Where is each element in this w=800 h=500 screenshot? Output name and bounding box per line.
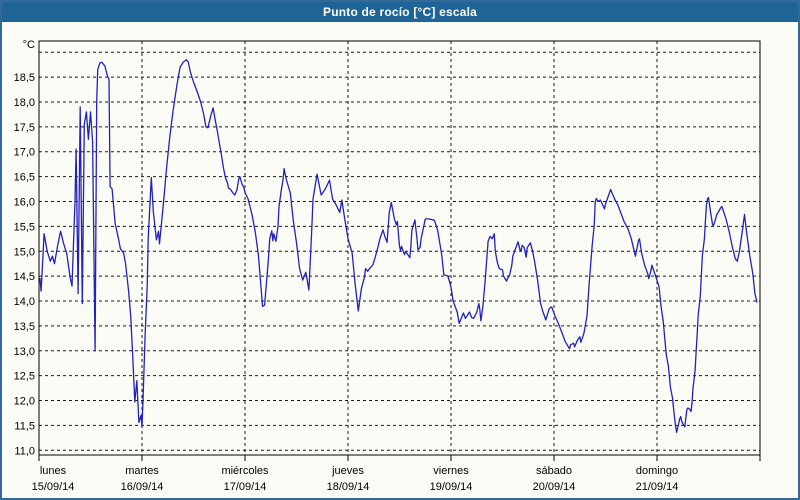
day-date-label: 19/09/14: [430, 481, 473, 493]
plot-frame: [38, 40, 761, 456]
day-date-label: 20/09/14: [533, 481, 576, 493]
day-name-label: viernes: [433, 465, 469, 477]
x-axis-ticks: [38, 455, 761, 461]
chart-title: Punto de rocío [°C] escala: [322, 5, 478, 19]
y-axis-unit-label: °C: [23, 39, 35, 51]
y-tick-label: 11,0: [14, 445, 35, 457]
y-tick-label: 13,5: [14, 321, 35, 333]
day-name-label: miércoles: [221, 465, 269, 477]
y-tick-label: 12,0: [14, 396, 35, 408]
day-name-label: domingo: [636, 465, 678, 477]
day-name-label: martes: [125, 465, 159, 477]
x-day-labels: lunes 15/09/14 martes 16/09/14 miércoles 17/0…: [32, 465, 679, 493]
y-tick-label: 11,5: [14, 420, 35, 432]
y-tick-label: 12,5: [14, 371, 35, 383]
day-date-label: 15/09/14: [32, 481, 75, 493]
y-tick-label: 18,5: [14, 72, 35, 84]
day-name-label: sábado: [536, 465, 572, 477]
y-tick-label: 17,5: [14, 122, 35, 134]
y-tick-label: 14,0: [14, 296, 35, 308]
y-tick-label: 17,0: [14, 147, 35, 159]
y-tick-label: 14,5: [14, 271, 35, 283]
day-name-label: jueves: [331, 465, 364, 477]
day-name-label: lunes: [40, 465, 67, 477]
day-date-label: 16/09/14: [121, 481, 164, 493]
y-tick-label: 18,0: [14, 97, 35, 109]
x-gridlines: [141, 41, 658, 455]
title-bar: Punto de rocío [°C] escala: [2, 2, 798, 22]
y-tick-label: 13,0: [14, 346, 35, 358]
y-tick-labels: 11,0 11,5 12,0 12,5 13,0 13,5 14,0 14,5 15,0 15,5…: [14, 39, 35, 457]
y-gridlines: [39, 51, 760, 451]
day-date-label: 18/09/14: [327, 481, 370, 493]
y-tick-label: 16,5: [14, 172, 35, 184]
y-tick-label: 15,5: [14, 221, 35, 233]
y-tick-label: 16,0: [14, 196, 35, 208]
day-date-label: 17/09/14: [224, 481, 267, 493]
dew-point-line: [39, 59, 758, 434]
day-date-label: 21/09/14: [636, 481, 679, 493]
y-tick-label: 15,0: [14, 246, 35, 258]
